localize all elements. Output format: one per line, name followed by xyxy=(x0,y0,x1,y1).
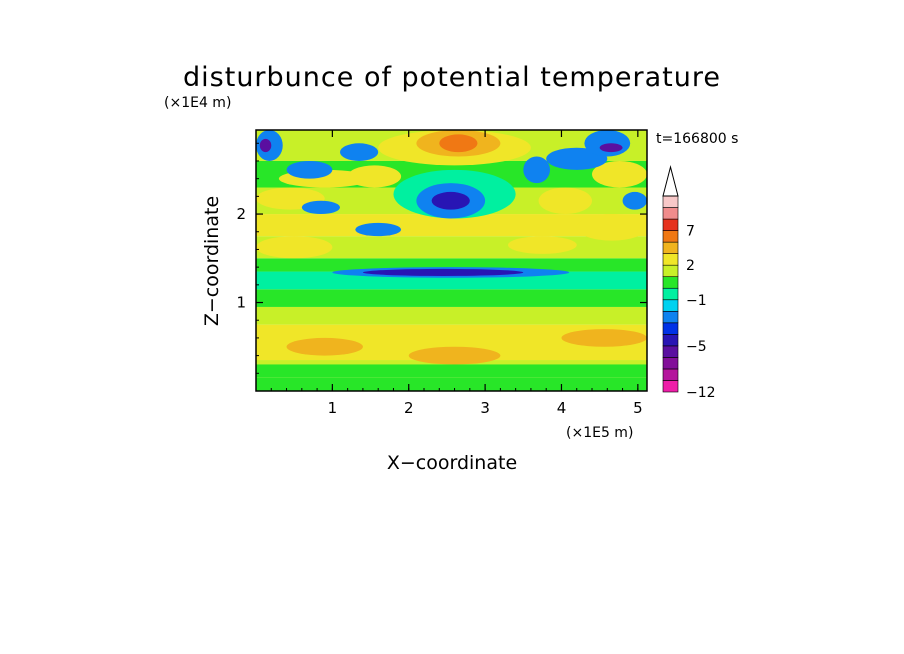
x-tick-label: 4 xyxy=(557,399,567,417)
colorbar-label: −5 xyxy=(686,339,707,355)
colorbar-label: −12 xyxy=(686,385,716,401)
colorbar-swatch xyxy=(662,241,679,254)
heatmap-cell xyxy=(347,165,402,188)
heatmap-cell xyxy=(256,271,647,290)
colorbar-swatch xyxy=(662,218,679,231)
colorbar-swatch xyxy=(662,287,679,301)
x-tick-label: 2 xyxy=(404,399,414,417)
heatmap-cell xyxy=(256,377,647,391)
colorbar-swatch xyxy=(662,264,679,278)
heatmap-cell xyxy=(256,289,647,307)
colorbar-swatch xyxy=(662,207,679,220)
heatmap-cell xyxy=(256,236,333,259)
colorbar-swatch xyxy=(662,253,679,266)
colorbar: −12−5−127 xyxy=(662,165,716,401)
heatmap-cell xyxy=(431,191,470,210)
colorbar-swatch xyxy=(662,195,679,208)
colorbar-swatch xyxy=(662,368,679,381)
colorbar-swatch xyxy=(662,230,679,243)
colorbar-label: 2 xyxy=(686,258,695,274)
colorbar-extension-arrow xyxy=(662,165,679,197)
y-axis: 12 xyxy=(236,142,647,374)
heatmap-cell xyxy=(256,214,647,237)
x-axis: 1 2 3 4 5 xyxy=(270,130,643,417)
heatmap-cell xyxy=(576,214,647,241)
heatmap-cell xyxy=(546,147,608,170)
colorbar-swatch xyxy=(662,334,679,347)
heatmap-cell xyxy=(256,364,647,378)
x-tick-label: 1 xyxy=(328,399,338,417)
y-unit-label: (×1E4 m) xyxy=(164,95,231,111)
heatmap-cell xyxy=(622,191,647,210)
plot-frame xyxy=(255,129,648,392)
colorbar-swatch xyxy=(662,310,679,324)
heatmap xyxy=(256,130,647,391)
chart-title: disturbunce of potential temperature xyxy=(183,62,721,93)
colorbar-swatch xyxy=(662,345,679,358)
colorbar-swatch xyxy=(662,357,679,370)
heatmap-cell xyxy=(340,143,379,161)
heatmap-cell xyxy=(439,134,478,153)
heatmap-cell xyxy=(362,268,524,276)
time-label: t=166800 s xyxy=(656,131,738,147)
y-axis-label: Z−coordinate xyxy=(201,196,223,326)
x-tick-label: 3 xyxy=(480,399,490,417)
heatmap-cell xyxy=(259,138,272,153)
heatmap-cell xyxy=(408,346,501,365)
heatmap-cell xyxy=(301,200,341,215)
heatmap-cell xyxy=(286,337,363,356)
y-tick-label: 2 xyxy=(236,205,246,223)
colorbar-swatch xyxy=(662,276,679,289)
x-axis-label: X−coordinate xyxy=(387,452,517,474)
heatmap-cell xyxy=(561,329,647,347)
heatmap-cell xyxy=(508,236,577,254)
x-unit-label: (×1E5 m) xyxy=(566,425,633,441)
heatmap-cell xyxy=(256,258,647,272)
heatmap-cell xyxy=(355,222,402,237)
colorbar-swatch xyxy=(662,322,679,335)
colorbar-label: 7 xyxy=(686,224,695,240)
heatmap-cell xyxy=(599,143,623,153)
colorbar-label: −1 xyxy=(686,293,707,309)
heatmap-cell xyxy=(256,306,647,325)
y-tick-label: 1 xyxy=(236,294,246,312)
heatmap-cell xyxy=(286,160,333,179)
heatmap-cell xyxy=(523,156,551,184)
heatmap-cell xyxy=(584,130,631,157)
heatmap-cell xyxy=(592,160,647,188)
x-tick-label: 5 xyxy=(633,399,643,417)
colorbar-swatch xyxy=(662,299,679,312)
colorbar-swatch xyxy=(662,380,679,393)
heatmap-cell xyxy=(538,187,593,215)
